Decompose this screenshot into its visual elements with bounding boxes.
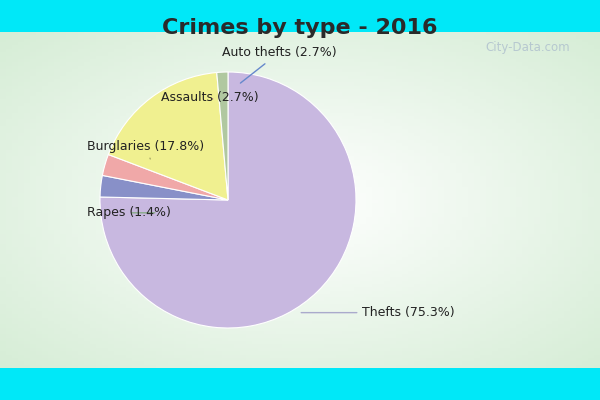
Wedge shape xyxy=(109,72,228,200)
Wedge shape xyxy=(103,154,228,200)
Text: Crimes by type - 2016: Crimes by type - 2016 xyxy=(162,18,438,38)
Wedge shape xyxy=(100,175,228,200)
Text: Rapes (1.4%): Rapes (1.4%) xyxy=(87,206,171,219)
Wedge shape xyxy=(217,72,228,200)
Text: Assaults (2.7%): Assaults (2.7%) xyxy=(161,91,259,104)
Text: Auto thefts (2.7%): Auto thefts (2.7%) xyxy=(221,46,336,83)
Text: Burglaries (17.8%): Burglaries (17.8%) xyxy=(87,140,205,159)
Text: City-Data.com: City-Data.com xyxy=(485,42,571,54)
Wedge shape xyxy=(100,72,356,328)
Text: Thefts (75.3%): Thefts (75.3%) xyxy=(301,306,455,319)
